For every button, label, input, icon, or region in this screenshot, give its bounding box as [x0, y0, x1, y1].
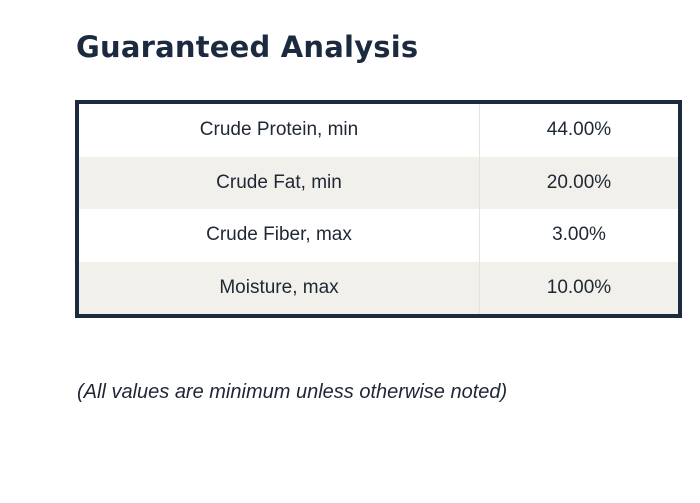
nutrient-name: Crude Protein, min [79, 104, 480, 157]
table-row: Moisture, max 10.00% [79, 261, 678, 314]
analysis-table: Crude Protein, min 44.00% Crude Fat, min… [75, 100, 682, 318]
table-row: Crude Fiber, max 3.00% [79, 209, 678, 262]
nutrient-value: 20.00% [479, 156, 678, 209]
table-row: Crude Protein, min 44.00% [79, 104, 678, 157]
nutrient-name: Moisture, max [79, 261, 480, 314]
nutrient-value: 10.00% [479, 261, 678, 314]
nutrient-name: Crude Fiber, max [79, 209, 480, 262]
nutrient-name: Crude Fat, min [79, 156, 480, 209]
page-title: Guaranteed Analysis [76, 30, 419, 64]
nutrient-value: 3.00% [552, 224, 606, 246]
footnote: (All values are minimum unless otherwise… [77, 381, 508, 403]
nutrient-value: 44.00% [546, 119, 612, 141]
table-row: Crude Fat, min 20.00% [79, 156, 678, 209]
